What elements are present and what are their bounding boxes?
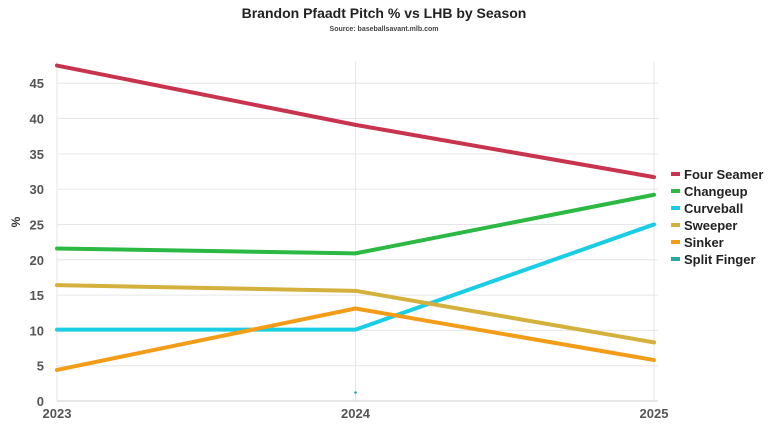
legend: Four Seamer Changeup Curveball Sweeper Sinke… xyxy=(671,167,763,267)
y-tick-label: 40 xyxy=(30,112,44,127)
y-tick-label: 10 xyxy=(30,323,44,338)
series-line-sweeper xyxy=(55,283,656,345)
legend-item-curveball: Curveball xyxy=(671,201,743,216)
legend-label: Curveball xyxy=(684,201,743,216)
legend-swatch xyxy=(671,172,680,176)
legend-item-sinker: Sinker xyxy=(671,235,724,250)
legend-swatch xyxy=(671,223,680,227)
series-line-curveball xyxy=(55,222,656,332)
legend-label: Split Finger xyxy=(684,252,756,267)
y-tick-label: 15 xyxy=(30,288,44,303)
y-tick-label: 0 xyxy=(37,394,44,409)
legend-item-changeup: Changeup xyxy=(671,184,748,199)
legend-swatch xyxy=(671,257,680,261)
x-tick-label: 2023 xyxy=(43,406,72,421)
legend-label: Changeup xyxy=(684,184,748,199)
series-lines xyxy=(55,63,656,394)
chart-subtitle: Source: baseballsavant.mlb.com xyxy=(330,26,439,33)
y-tick-label: 45 xyxy=(30,76,44,91)
legend-label: Sweeper xyxy=(684,218,737,233)
y-tick-label: 5 xyxy=(37,359,44,374)
legend-label: Sinker xyxy=(684,235,724,250)
series-line-four-seamer xyxy=(55,63,656,180)
y-tick-label: 20 xyxy=(30,253,44,268)
series-line-changeup xyxy=(55,192,656,256)
legend-item-sweeper: Sweeper xyxy=(671,218,737,233)
legend-item-split-finger: Split Finger xyxy=(671,252,756,267)
series-point-split-finger xyxy=(354,391,357,394)
series-line-sinker xyxy=(55,306,656,372)
y-tick-label: 25 xyxy=(30,217,44,232)
x-tick-label: 2025 xyxy=(640,406,669,421)
legend-item-four-seamer: Four Seamer xyxy=(671,167,763,182)
legend-swatch xyxy=(671,206,680,210)
legend-swatch xyxy=(671,189,680,193)
x-tick-label: 2024 xyxy=(341,406,371,421)
chart-title: Brandon Pfaadt Pitch % vs LHB by Season xyxy=(242,5,527,21)
y-axis-label: % xyxy=(9,216,23,227)
y-tick-label: 35 xyxy=(30,147,44,162)
legend-swatch xyxy=(671,240,680,244)
legend-label: Four Seamer xyxy=(684,167,763,182)
y-tick-label: 30 xyxy=(30,182,44,197)
